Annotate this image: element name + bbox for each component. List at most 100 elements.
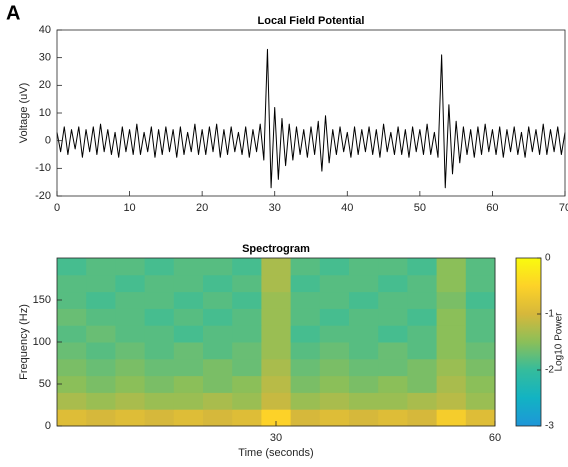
spectrogram-cell bbox=[319, 308, 350, 326]
panel-label: A bbox=[6, 2, 20, 24]
spectrogram-cell bbox=[57, 274, 87, 293]
x-axis-label: Time (seconds) bbox=[238, 447, 313, 459]
spectrogram-cell bbox=[173, 325, 204, 343]
spectrogram-cell bbox=[173, 392, 204, 410]
spectrogram-cell bbox=[144, 258, 175, 276]
colorbar bbox=[515, 257, 542, 427]
spectrogram-cell bbox=[232, 392, 262, 410]
spectrogram-cell bbox=[378, 375, 408, 393]
spectrogram-cell bbox=[378, 308, 408, 326]
spectrogram-cell bbox=[144, 358, 175, 377]
spectrogram-cell bbox=[57, 325, 87, 343]
spectrogram-cell bbox=[173, 258, 204, 276]
spectrogram-cell bbox=[349, 308, 379, 326]
spectrogram-cell bbox=[57, 308, 87, 326]
spectrogram-cell bbox=[203, 375, 233, 393]
spectrogram-cell bbox=[436, 258, 467, 276]
y-tick-label: 50 bbox=[39, 378, 51, 390]
spectrogram-cell bbox=[378, 291, 408, 309]
spectrogram-cell bbox=[203, 258, 233, 276]
spectrogram-cell bbox=[290, 409, 321, 427]
y-axis-label: Voltage (uV) bbox=[18, 83, 30, 144]
y-tick-label: -10 bbox=[35, 162, 51, 174]
spectrogram-cell bbox=[261, 409, 292, 427]
spectrogram-cell bbox=[319, 342, 350, 360]
spectrogram-cell bbox=[319, 392, 350, 410]
y-tick-label: 20 bbox=[39, 79, 51, 91]
spectrogram-cell bbox=[378, 325, 408, 343]
spectrogram-cell bbox=[144, 274, 175, 293]
spectrogram-cell bbox=[173, 409, 204, 427]
spectrogram-cell bbox=[436, 342, 467, 360]
spectrogram-cell bbox=[407, 358, 438, 377]
spectrogram-cell bbox=[407, 274, 438, 293]
spectrogram-cell bbox=[261, 358, 292, 377]
spectrogram-cell bbox=[115, 342, 146, 360]
spectrogram-cell bbox=[203, 325, 233, 343]
spectrogram-cell bbox=[465, 358, 496, 377]
axes-box bbox=[56, 29, 566, 197]
spectrogram-cell bbox=[203, 274, 233, 293]
spectrogram-cell bbox=[349, 409, 379, 427]
spectrogram-cell bbox=[261, 342, 292, 360]
spectrogram-cell bbox=[465, 342, 496, 360]
x-tick-label: 50 bbox=[414, 202, 426, 214]
spectrogram-cell bbox=[203, 358, 233, 377]
spectrogram-cell bbox=[465, 392, 496, 410]
spectrogram-cell bbox=[436, 375, 467, 393]
spectrogram-cell bbox=[290, 258, 321, 276]
spectrogram-cell bbox=[349, 342, 379, 360]
spectrogram-cell bbox=[436, 325, 467, 343]
spectrogram-cell bbox=[407, 325, 438, 343]
spectrogram-cell bbox=[319, 375, 350, 393]
spectrogram-cell bbox=[86, 409, 116, 427]
spectrogram-cell bbox=[349, 291, 379, 309]
spectrogram-cell bbox=[465, 375, 496, 393]
spectrogram-cell bbox=[436, 291, 467, 309]
spectrogram-cell bbox=[290, 392, 321, 410]
spectrogram-cell bbox=[203, 409, 233, 427]
colorbar-tick-label: -2 bbox=[545, 365, 554, 376]
spectrogram-cell bbox=[115, 358, 146, 377]
spectrogram-cell bbox=[290, 291, 321, 309]
spectrogram-cell bbox=[319, 358, 350, 377]
x-tick-label: 30 bbox=[269, 202, 281, 214]
chart-title: Spectrogram bbox=[242, 243, 310, 255]
spectrogram-cell bbox=[407, 392, 438, 410]
spectrogram-cell bbox=[144, 375, 175, 393]
spectrogram-cell bbox=[232, 325, 262, 343]
spectrogram-cell bbox=[173, 342, 204, 360]
spectrogram-cell bbox=[115, 258, 146, 276]
spectrogram-cell bbox=[144, 291, 175, 309]
spectrogram-cell bbox=[465, 258, 496, 276]
spectrogram-cell bbox=[57, 258, 87, 276]
y-tick-label: 10 bbox=[39, 107, 51, 119]
spectrogram-cell bbox=[407, 409, 438, 427]
spectrogram-cell bbox=[349, 375, 379, 393]
spectrogram-cell bbox=[115, 375, 146, 393]
spectrogram-cell bbox=[378, 274, 408, 293]
spectrogram-cell bbox=[144, 325, 175, 343]
lfp-trace bbox=[56, 48, 566, 189]
spectrogram-cell bbox=[203, 308, 233, 326]
x-tick-label: 40 bbox=[341, 202, 353, 214]
spectrogram-cell bbox=[232, 358, 262, 377]
colorbar-tick-label: -1 bbox=[545, 309, 554, 320]
y-tick-label: 100 bbox=[33, 336, 51, 348]
spectrogram-cell bbox=[261, 258, 292, 276]
spectrogram-cell bbox=[232, 308, 262, 326]
spectrogram-cell bbox=[290, 375, 321, 393]
spectrogram-cell bbox=[378, 409, 408, 427]
spectrogram-cell bbox=[465, 291, 496, 309]
spectrogram-cell bbox=[57, 291, 87, 309]
spectrogram-cell bbox=[290, 308, 321, 326]
spectrogram-cell bbox=[57, 342, 87, 360]
x-tick-label: 60 bbox=[486, 202, 498, 214]
spectrogram-cell bbox=[86, 308, 116, 326]
spectrogram-cell bbox=[465, 325, 496, 343]
spectrogram-cell bbox=[436, 409, 467, 427]
spectrogram-cell bbox=[378, 342, 408, 360]
spectrogram-cell bbox=[319, 274, 350, 293]
colorbar-tick-label: -3 bbox=[545, 421, 554, 432]
